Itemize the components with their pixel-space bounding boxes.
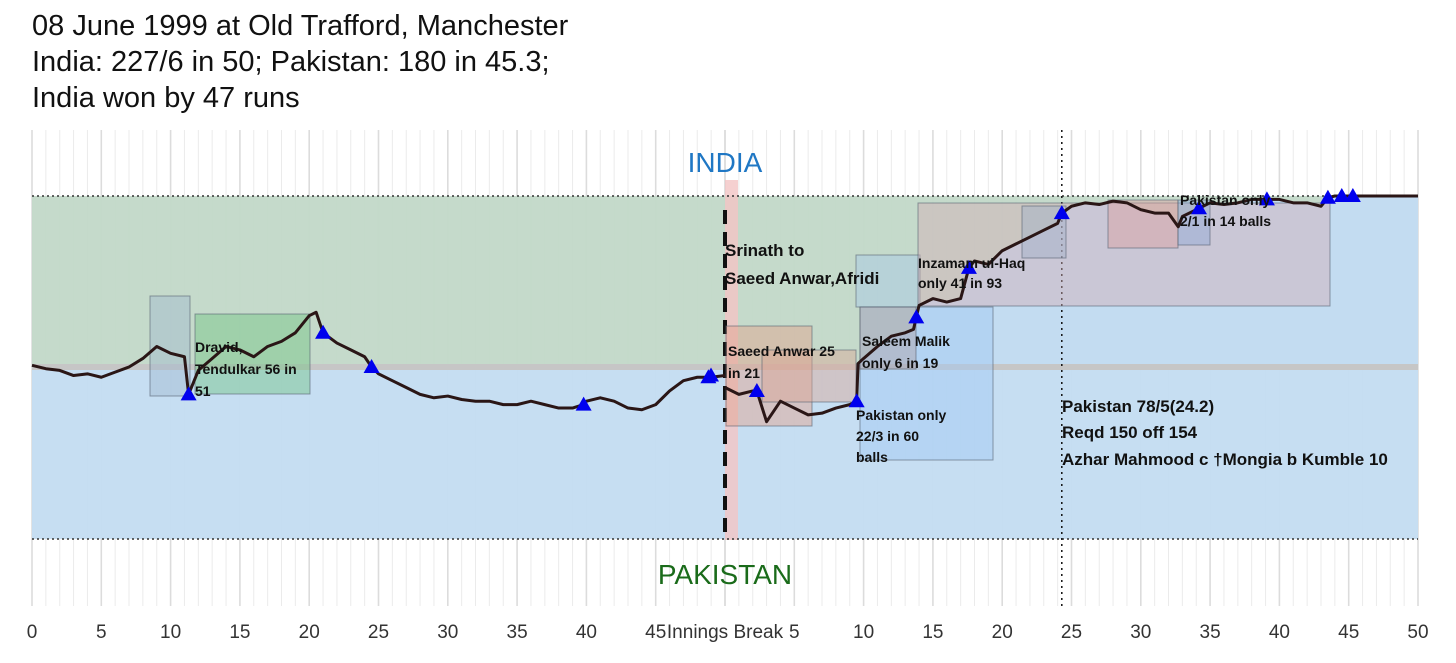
wicket-marker-pakistan	[703, 367, 719, 382]
areas	[32, 130, 1418, 606]
innings-break-band	[725, 180, 738, 540]
wicket-marker-pakistan	[848, 393, 865, 408]
x-tick-label: 25	[368, 622, 389, 643]
highlight-box-11	[1177, 199, 1211, 246]
wicket-marker-india	[180, 386, 197, 401]
highlight-box-10	[1107, 199, 1179, 249]
wicket-marker-india	[575, 396, 592, 411]
x-tick-label: 0	[27, 622, 38, 643]
x-tick-label: 5	[789, 622, 800, 643]
annotation-inzamam: Inzamam ul-Haq only 41 in 93	[918, 255, 1025, 291]
x-tick-label: 10	[160, 622, 181, 643]
annotation-pakistan-22: Pakistan only 22/3 in 60 balls	[856, 407, 946, 465]
chart-title: 08 June 1999 at Old Trafford, Manchester…	[32, 8, 568, 116]
team-label-top: INDIA	[688, 147, 763, 178]
wicket-marker-pakistan	[748, 382, 765, 397]
x-tick-label: 15	[922, 622, 943, 643]
annotation-pakistan-2: Pakistan only 2/1 in 14 balls	[1180, 192, 1271, 229]
x-tick-label: 45	[1338, 622, 1359, 643]
x-tick-label: 10	[853, 622, 874, 643]
highlight-box-8	[917, 202, 1331, 307]
annotation-dravid: Dravid, Tendulkar 56 in 51	[195, 339, 297, 399]
x-tick-label: 50	[1407, 622, 1428, 643]
team-label-bottom: PAKISTAN	[658, 559, 792, 590]
wicket-marker-pakistan	[908, 309, 925, 324]
x-tick-label: 35	[507, 622, 528, 643]
highlight-box-4	[761, 349, 857, 403]
x-axis: 0 5 10 15 20 25 30 35 40 45 Innings Break 5 10 15 20 25…	[27, 622, 1429, 643]
annotation-srinath: Srinath to Saeed Anwar,Afridi	[725, 241, 879, 288]
wicket-marker-pakistan	[960, 259, 977, 274]
status-line-3: Azhar Mahmood c †Mongia b Kumble 10	[1062, 450, 1388, 469]
x-tick-label: 15	[229, 622, 250, 643]
status-line-2: Reqd 150 off 154	[1062, 423, 1198, 442]
annotation-saeed-anwar: Saeed Anwar 25 in 21	[728, 343, 835, 381]
highlight-box-2	[194, 313, 311, 395]
wicket-marker-india	[315, 324, 332, 339]
wicket-marker-pakistan	[1344, 188, 1361, 202]
title-line-3: India won by 47 runs	[32, 82, 300, 114]
pakistan-progress-area	[725, 196, 1418, 367]
wicket-marker-pakistan	[1333, 188, 1350, 202]
highlight-box-6	[859, 306, 994, 461]
x-tick-label: 20	[299, 622, 320, 643]
x-tick-label: 45	[645, 622, 666, 643]
wicket-marker-pakistan	[1191, 200, 1208, 215]
x-tick-label: 30	[1130, 622, 1151, 643]
wicket-marker-pakistan	[1258, 191, 1275, 206]
x-tick-label: 20	[992, 622, 1013, 643]
wicket-marker-pakistan	[1053, 205, 1070, 220]
status-line-1: Pakistan 78/5(24.2)	[1062, 397, 1214, 416]
x-tick-label: 30	[437, 622, 458, 643]
x-tick-label: 40	[1269, 622, 1290, 643]
wicket-markers	[180, 188, 1361, 411]
x-tick-label: 35	[1200, 622, 1221, 643]
wicket-marker-india	[363, 359, 380, 373]
title-line-1: 08 June 1999 at Old Trafford, Manchester	[32, 10, 569, 42]
title-line-2: India: 227/6 in 50; Pakistan: 180 in 45.…	[32, 46, 550, 78]
highlight-boxes	[149, 199, 1331, 461]
x-tick-label: 25	[1061, 622, 1082, 643]
x-tick-label: 5	[96, 622, 107, 643]
annotation-saleem-malik: Saleem Malik only 6 in 19	[862, 333, 950, 371]
wicket-marker-pakistan	[1319, 189, 1336, 204]
x-tick-label: 40	[576, 622, 597, 643]
x-tick-innings-break: Innings Break	[667, 622, 784, 643]
annotation-labels: INDIA PAKISTAN Dravid, Tendulkar 56 in 51 …	[195, 147, 1388, 590]
